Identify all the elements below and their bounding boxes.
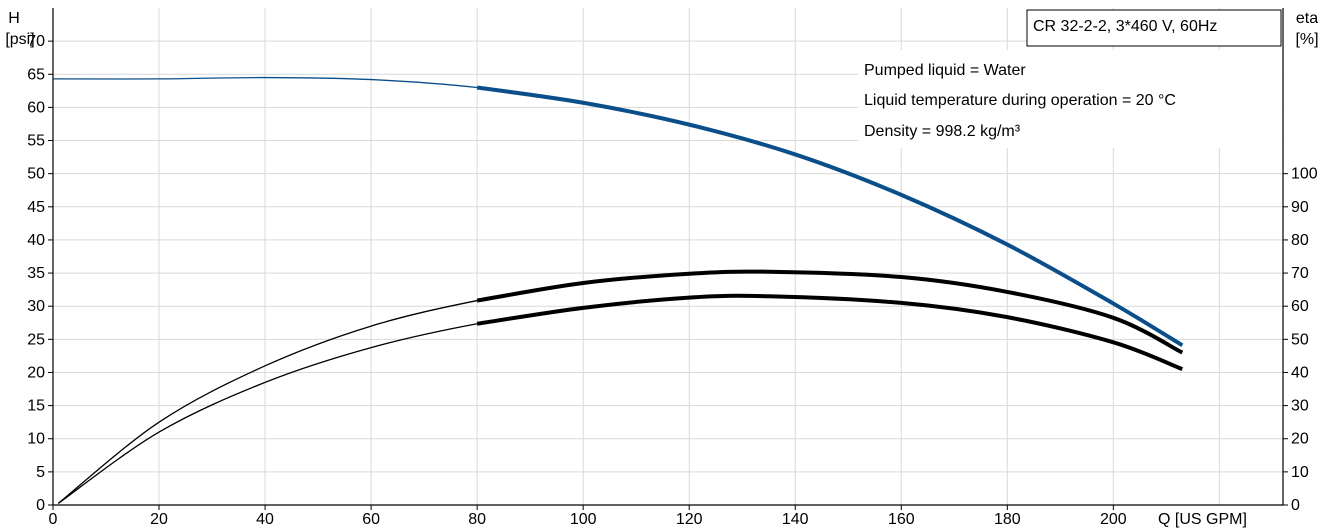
axes [48, 8, 1288, 510]
y-right-tick-label: 100 [1291, 166, 1318, 183]
y-left-tick-label: 35 [27, 265, 45, 282]
model-label: CR 32-2-2, 3*460 V, 60Hz [1033, 18, 1217, 35]
y-left-title-line1: H [8, 10, 20, 27]
y-left-tick-label: 70 [27, 33, 45, 50]
y-left-tick-label: 0 [36, 497, 45, 514]
series-3 [57, 293, 1183, 504]
y-left-tick-label: 40 [27, 232, 45, 249]
series-1 [52, 76, 1184, 348]
note-density: Density = 998.2 kg/m³ [864, 123, 1021, 140]
y-right-tick-label: 20 [1291, 431, 1309, 448]
series-2-duty-range [476, 269, 1184, 355]
y-left-tick-label: 10 [27, 431, 45, 448]
y-left-tick-label: 20 [27, 364, 45, 381]
x-tick-label: 140 [782, 511, 809, 528]
y-left-tick-label: 50 [27, 166, 45, 183]
series-layer [52, 76, 1184, 504]
y-right-tick-label: 90 [1291, 199, 1309, 216]
y-left-tick-label: 65 [27, 66, 45, 83]
x-tick-label: 40 [256, 511, 274, 528]
y-left-tick-label: 45 [27, 199, 45, 216]
note-liquid-temperature: Liquid temperature during operation = 20… [864, 92, 1176, 109]
x-tick-label: 20 [150, 511, 168, 528]
series-1-duty-range [476, 85, 1184, 348]
y-right-tick-label: 40 [1291, 364, 1309, 381]
y-right-tick-label: 80 [1291, 232, 1309, 249]
model-label-box: CR 32-2-2, 3*460 V, 60Hz [1026, 9, 1282, 47]
x-axis-title: Q [US GPM] [1158, 511, 1247, 528]
y-right-title-line1: eta [1296, 10, 1318, 27]
y-right-tick-label: 0 [1291, 497, 1300, 514]
x-tick-label: 80 [468, 511, 486, 528]
y-left-tick-label: 15 [27, 398, 45, 415]
y-left-tick-label: 25 [27, 331, 45, 348]
y-right-tick-label: 50 [1291, 331, 1309, 348]
y-right-tick-label: 60 [1291, 298, 1309, 315]
x-tick-label: 100 [570, 511, 597, 528]
x-tick-label: 200 [1100, 511, 1127, 528]
x-tick-label: 160 [888, 511, 915, 528]
y-left-tick-label: 30 [27, 298, 45, 315]
notes-background [858, 50, 1282, 148]
y-right-tick-label: 10 [1291, 464, 1309, 481]
y-right-title-line2: [%] [1295, 31, 1318, 48]
y-left-title-line2: [psi] [5, 31, 34, 48]
x-tick-label: 60 [362, 511, 380, 528]
x-tick-label: 0 [49, 511, 58, 528]
tick-labels: 0 20 40 60 80 100 120 140 160 180 2000510152025303… [27, 33, 1318, 528]
series-3-duty-range [476, 293, 1183, 372]
series-2 [57, 269, 1184, 504]
y-left-tick-label: 55 [27, 133, 45, 150]
y-left-tick-label: 5 [36, 464, 45, 481]
y-right-tick-label: 30 [1291, 398, 1309, 415]
y-right-tick-label: 70 [1291, 265, 1309, 282]
x-tick-label: 180 [994, 511, 1021, 528]
y-left-tick-label: 60 [27, 99, 45, 116]
x-tick-label: 120 [676, 511, 703, 528]
note-pumped-liquid: Pumped liquid = Water [864, 62, 1026, 79]
